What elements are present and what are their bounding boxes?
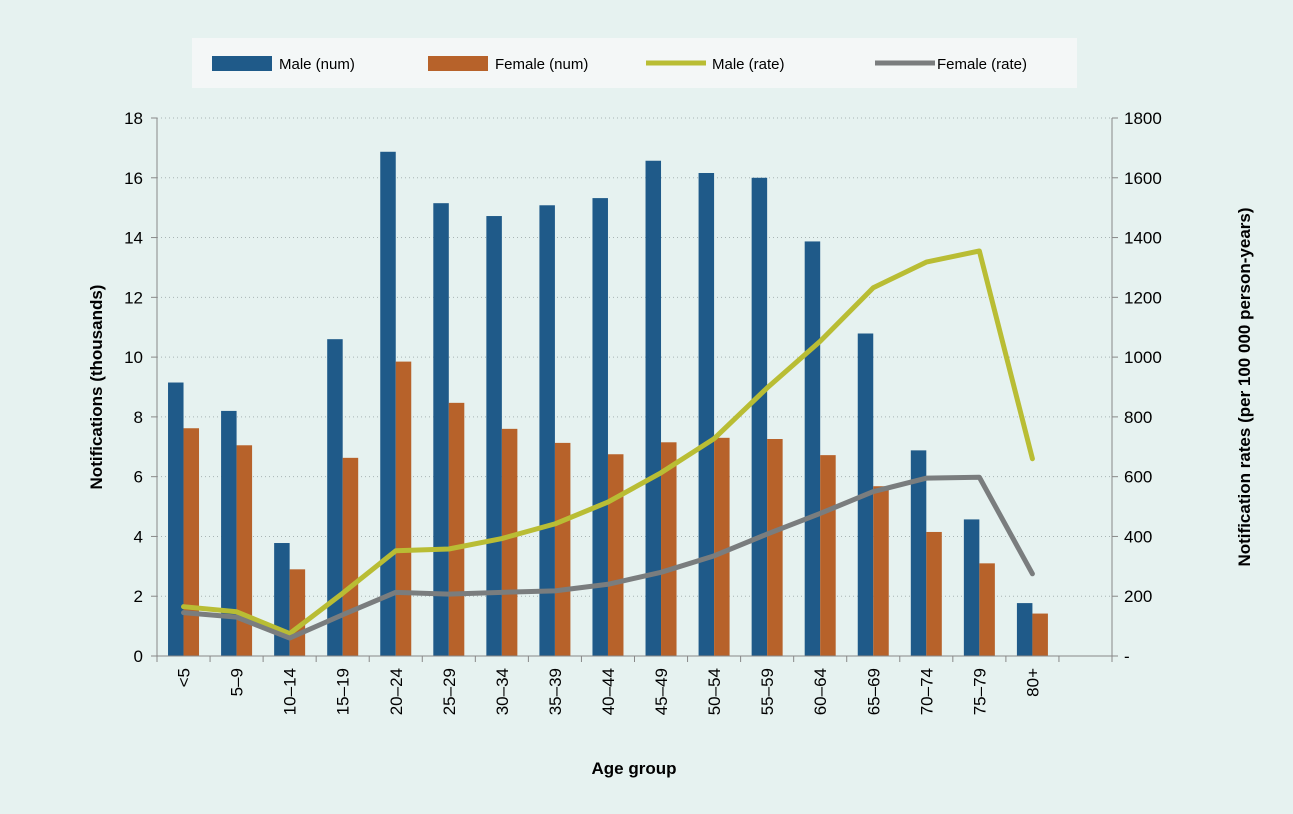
y2-tick-label: 1600	[1124, 169, 1162, 188]
bar-female-num	[1032, 613, 1048, 656]
y-tick-label: 4	[134, 527, 143, 546]
bar-female-num	[342, 457, 359, 656]
bar-male-num	[751, 177, 768, 656]
x-tick-label: 25–29	[440, 668, 459, 715]
bar-female-num	[236, 445, 253, 656]
legend-label-male-num: Male (num)	[279, 56, 355, 73]
bar-female-num	[554, 442, 571, 656]
y-tick-label: 10	[124, 348, 143, 367]
bar-female-num	[767, 439, 783, 656]
x-tick-label: 40–44	[599, 668, 618, 715]
axes	[151, 117, 1118, 662]
x-tick-label: 15–19	[334, 668, 353, 715]
x-tick-label: 50–54	[705, 668, 724, 715]
y2-tick-label: 600	[1124, 468, 1152, 487]
x-tick-label: 30–34	[493, 668, 512, 715]
bar-male-num	[380, 151, 396, 656]
y-axis-title: Notifications (thousands)	[87, 285, 106, 490]
bar-male-num	[539, 205, 555, 656]
x-tick-label: 60–64	[811, 668, 830, 715]
bar-female-num	[183, 428, 200, 656]
x-tick-label: 35–39	[546, 668, 565, 715]
x-tick-label: 65–69	[864, 668, 883, 715]
bar-male-num	[804, 241, 821, 657]
bar-male-num	[168, 382, 184, 656]
y2-tick-label: 400	[1124, 527, 1152, 546]
legend-label-female-rate: Female (rate)	[937, 56, 1027, 73]
x-tick-label: 70–74	[917, 668, 936, 715]
bar-female-num	[501, 428, 518, 656]
y2-tick-label: 200	[1124, 587, 1152, 606]
bar-female-num	[607, 454, 624, 656]
x-tick-label: 5–9	[228, 668, 247, 696]
x-tick-label: 80+	[1023, 668, 1042, 697]
y2-tick-label: -	[1124, 647, 1130, 666]
bar-male-num	[221, 410, 237, 656]
bar-male-num	[645, 160, 662, 657]
legend-label-male-rate: Male (rate)	[712, 56, 785, 73]
x-tick-label: 45–49	[652, 668, 671, 715]
y2-tick-label: 1400	[1124, 229, 1162, 248]
bar-male-num	[910, 450, 927, 656]
legend-swatch-female-num	[428, 56, 488, 71]
bar-female-num	[289, 569, 306, 656]
y-tick-label: 16	[124, 169, 143, 188]
y2-tick-label: 1200	[1124, 288, 1162, 307]
x-tick-label: 20–24	[387, 668, 406, 715]
bar-female-num	[979, 563, 995, 656]
y-tick-label: 0	[134, 647, 143, 666]
x-tick-label: <5	[175, 668, 194, 687]
y-tick-label: 2	[134, 587, 143, 606]
line-male-rate	[181, 248, 1035, 637]
legend: Male (num) Female (num) Male (rate) Fema…	[192, 38, 1077, 88]
bar-female-num	[820, 455, 836, 656]
y-tick-label: 14	[124, 229, 143, 248]
bar-male-num	[327, 339, 343, 656]
y2-axis-title: Notification rates (per 100 000 person-y…	[1235, 207, 1254, 566]
y2-tick-label: 800	[1124, 408, 1152, 427]
y2-tick-label: 1800	[1124, 109, 1162, 128]
y-tick-label: 12	[124, 288, 143, 307]
y-tick-label: 6	[134, 468, 143, 487]
bar-male-num	[592, 198, 608, 656]
tick-labels: 0 - 2 200 4 400 6 600 8 800 10 1000 12 1200 14 1400 16 16…	[124, 109, 1162, 715]
y-tick-label: 18	[124, 109, 143, 128]
bar-female-num	[873, 486, 889, 656]
x-tick-label: 10–14	[281, 668, 300, 715]
bar-female-num	[661, 442, 677, 656]
line-female-rate	[181, 474, 1035, 641]
legend-swatch-male-num	[212, 56, 272, 71]
x-axis-title: Age group	[592, 759, 677, 778]
y-tick-label: 8	[134, 408, 143, 427]
bar-male-num	[433, 203, 449, 656]
bar-male-num	[1016, 603, 1033, 656]
bar-female-num	[395, 361, 412, 656]
x-tick-label: 75–79	[970, 668, 989, 715]
bar-female-num	[926, 531, 942, 656]
bar-male-num	[963, 519, 980, 656]
legend-label-female-num: Female (num)	[495, 56, 588, 73]
lines-layer	[181, 248, 1035, 641]
bar-female-num	[714, 437, 730, 656]
y2-tick-label: 1000	[1124, 348, 1162, 367]
x-tick-label: 55–59	[758, 668, 777, 715]
bar-male-num	[486, 216, 502, 656]
bar-female-num	[448, 402, 465, 656]
bar-male-num	[698, 172, 715, 657]
